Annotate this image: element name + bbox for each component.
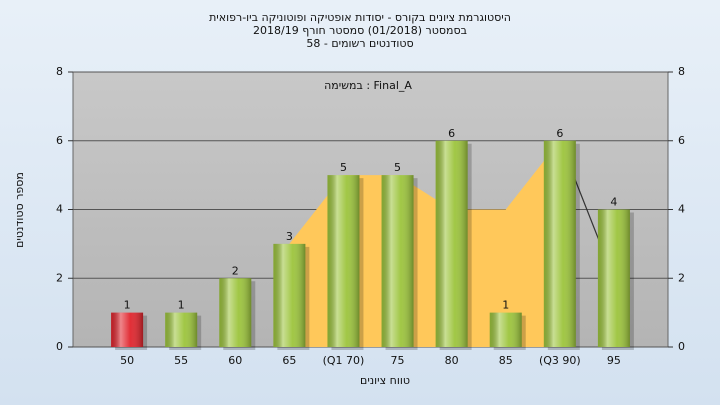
data-label: 5 [340, 161, 347, 174]
y2-tick-label: 8 [678, 65, 685, 78]
annotation: במשימה : Final_A [324, 79, 412, 92]
x-tick-label: 55 [174, 354, 188, 367]
x-tick-label: (Q3 90) [539, 354, 581, 367]
y2-tick-label: 4 [678, 203, 685, 216]
y-tick-label: 2 [56, 271, 63, 284]
data-label: 2 [232, 264, 239, 277]
chart-title: היסטוגרמת ציונים בקורס - יסודות אופטיקה … [209, 11, 511, 24]
y2-tick-label: 6 [678, 134, 685, 147]
data-label: 6 [556, 127, 563, 140]
bar-shine [273, 243, 306, 347]
data-label: 1 [502, 299, 509, 312]
y-tick-label: 6 [56, 134, 63, 147]
chart-subtitle: בסמסטר (01/2018) סמסטר חורף 2018/19 [253, 24, 467, 37]
x-tick-label: 95 [607, 354, 621, 367]
x-tick-label: (Q1 70) [323, 354, 365, 367]
y-tick-label: 8 [56, 65, 63, 78]
x-tick-label: 60 [228, 354, 242, 367]
bar-shine [597, 209, 630, 347]
bar-shine [165, 312, 198, 347]
y2-tick-label: 0 [678, 340, 685, 353]
y-tick-label: 0 [56, 340, 63, 353]
bar-shine [219, 278, 252, 347]
x-tick-label: 80 [445, 354, 459, 367]
x-tick-label: 75 [391, 354, 405, 367]
data-label: 3 [286, 230, 293, 243]
bar-shine [381, 175, 414, 347]
y-axis-label: מספר סטודנטים [13, 172, 26, 248]
chart-subtitle: סטודנטים רשומים - 58 [306, 37, 413, 50]
data-label: 4 [610, 196, 617, 209]
x-axis-label: טווח ציונים [360, 374, 410, 387]
bar-shine [543, 140, 576, 347]
data-label: 1 [178, 299, 185, 312]
y-tick-label: 4 [56, 203, 63, 216]
bar-shine [435, 140, 468, 347]
x-tick-label: 85 [499, 354, 513, 367]
x-tick-label: 50 [120, 354, 134, 367]
bar-shine [489, 312, 522, 347]
bar-shine [111, 312, 144, 347]
y2-tick-label: 2 [678, 271, 685, 284]
data-label: 5 [394, 161, 401, 174]
x-tick-label: 65 [282, 354, 296, 367]
data-label: 1 [124, 299, 131, 312]
bar-shine [327, 175, 360, 347]
data-label: 6 [448, 127, 455, 140]
